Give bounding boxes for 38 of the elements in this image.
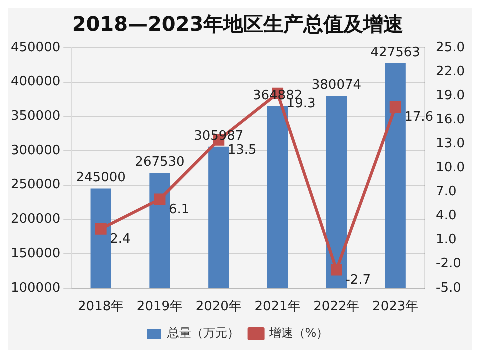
data-label: 380074 [312, 78, 362, 93]
y2-tick-label: 10.0 [436, 160, 466, 176]
point [95, 223, 107, 235]
y2-tick-label: 22.0 [436, 64, 466, 80]
y2-tick-label: 13.0 [436, 136, 466, 152]
y-tick-label: 300000 [10, 143, 61, 158]
y-tick-label: 350000 [10, 109, 61, 124]
y2-tick-label: 4.0 [436, 208, 457, 224]
y2-tick-label: 16.0 [436, 112, 466, 128]
y2-tick-label: 1.0 [436, 232, 457, 248]
data-label: 245000 [76, 170, 126, 186]
y-tick-label: 400000 [10, 74, 61, 90]
x-tick-label: 2019年 [136, 300, 184, 315]
x-tick-label: 2020年 [196, 300, 242, 315]
y-tick-label: 150000 [10, 246, 61, 262]
point [390, 102, 402, 114]
data-label: 427563 [370, 45, 420, 60]
data-label: 13.5 [228, 143, 257, 158]
point [154, 194, 166, 206]
data-label: 17.6 [404, 110, 434, 126]
y2-tick-label: 25.0 [436, 40, 466, 56]
y2-tick-label: 19.0 [436, 88, 466, 104]
legend-label: 增速（%） [268, 326, 329, 340]
y-tick-label: 200000 [10, 212, 61, 228]
y2-tick-label: -2.0 [436, 256, 462, 272]
point [330, 264, 342, 276]
x-tick-label: 2023年 [372, 300, 419, 315]
y2-tick-label: 7.0 [436, 184, 457, 200]
y-tick-label: 100000 [10, 280, 61, 296]
data-label: 267530 [135, 155, 185, 170]
x-tick-label: 2021年 [254, 300, 301, 315]
legend-label: 总量（万元） [166, 326, 240, 340]
x-tick-label: 2022年 [314, 300, 360, 315]
y-tick-label: 450000 [10, 40, 61, 56]
y-tick-label: 250000 [10, 178, 61, 193]
x-tick-label: 2018年 [78, 300, 124, 315]
y2-tick-label: -5.0 [436, 280, 462, 296]
chart-title: 2018—2023年地区生产总值及增速 [72, 12, 404, 36]
